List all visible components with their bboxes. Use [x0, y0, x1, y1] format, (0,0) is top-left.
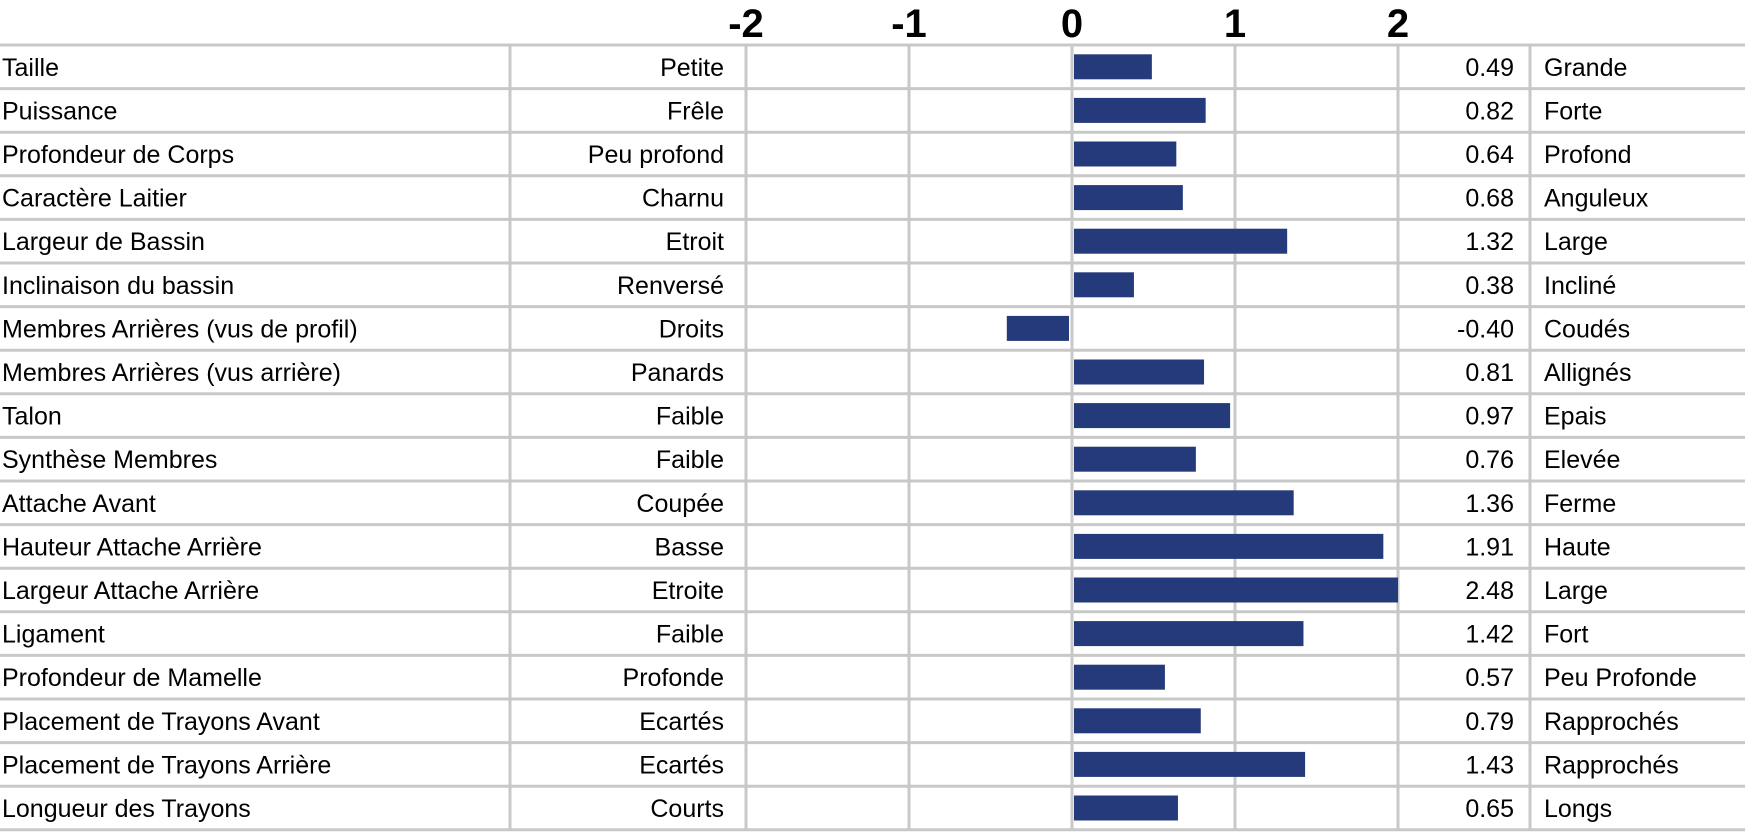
low-pole-label: Renversé — [617, 272, 724, 300]
value-label: 0.68 — [1465, 185, 1514, 213]
bar-0 — [1074, 54, 1152, 80]
high-pole-label: Large — [1544, 577, 1608, 605]
bar-11 — [1074, 533, 1384, 559]
bar-2 — [1074, 141, 1177, 167]
low-pole-label: Ecartés — [639, 708, 724, 736]
high-pole-label: Allignés — [1544, 359, 1632, 387]
x-tick-label: 1 — [1224, 2, 1246, 46]
trait-label: Taille — [2, 54, 59, 82]
bar-7 — [1074, 359, 1205, 385]
bar-4 — [1074, 228, 1288, 254]
low-pole-label: Etroit — [666, 228, 724, 256]
x-tick-label: -1 — [891, 2, 927, 46]
low-pole-label: Peu profond — [588, 141, 724, 169]
low-pole-label: Courts — [650, 795, 724, 823]
bar-14 — [1074, 664, 1165, 690]
trait-label: Talon — [2, 403, 62, 431]
low-pole-label: Frêle — [667, 97, 724, 125]
bar-13 — [1074, 621, 1304, 647]
high-pole-label: Longs — [1544, 795, 1612, 823]
value-label: 1.91 — [1465, 533, 1514, 561]
trait-label: Caractère Laitier — [2, 185, 187, 213]
value-label: 0.97 — [1465, 403, 1514, 431]
low-pole-label: Charnu — [642, 185, 724, 213]
value-label: 1.43 — [1465, 751, 1514, 779]
high-pole-label: Forte — [1544, 97, 1602, 125]
trait-label: Profondeur de Mamelle — [2, 664, 262, 692]
high-pole-label: Coudés — [1544, 315, 1630, 343]
low-pole-label: Profonde — [623, 664, 724, 692]
grid-layer — [0, 43, 1745, 832]
bar-17 — [1074, 795, 1178, 821]
x-tick-label: 0 — [1061, 2, 1083, 46]
trait-label: Largeur de Bassin — [2, 228, 205, 256]
high-pole-label: Peu Profonde — [1544, 664, 1697, 692]
value-label: 0.64 — [1465, 141, 1514, 169]
high-pole-label: Elevée — [1544, 446, 1620, 474]
low-pole-label: Etroite — [652, 577, 724, 605]
trait-label: Placement de Trayons Arrière — [2, 751, 331, 779]
value-label: 0.57 — [1465, 664, 1514, 692]
high-pole-label: Fort — [1544, 621, 1589, 649]
trait-label: Profondeur de Corps — [2, 141, 234, 169]
low-pole-label: Panards — [631, 359, 724, 387]
value-label: 1.32 — [1465, 228, 1514, 256]
bar-16 — [1074, 751, 1306, 777]
x-tick-label: 2 — [1387, 2, 1409, 46]
value-label: 0.81 — [1465, 359, 1514, 387]
high-pole-label: Large — [1544, 228, 1608, 256]
high-pole-label: Haute — [1544, 533, 1611, 561]
bar-6 — [1006, 315, 1069, 341]
bars-layer — [1006, 54, 1398, 821]
value-label: 0.65 — [1465, 795, 1514, 823]
bar-9 — [1074, 446, 1196, 472]
value-label: 0.76 — [1465, 446, 1514, 474]
low-pole-label: Droits — [659, 315, 724, 343]
low-pole-label: Faible — [656, 446, 724, 474]
bar-10 — [1074, 490, 1294, 516]
x-tick-label: -2 — [728, 2, 764, 46]
low-pole-label: Ecartés — [639, 751, 724, 779]
bar-3 — [1074, 185, 1183, 211]
high-pole-label: Rapprochés — [1544, 751, 1679, 779]
value-label: 0.79 — [1465, 708, 1514, 736]
value-label: -0.40 — [1457, 315, 1514, 343]
bar-8 — [1074, 403, 1231, 429]
bar-12 — [1074, 577, 1398, 603]
low-pole-label: Petite — [660, 54, 724, 82]
value-label: 0.38 — [1465, 272, 1514, 300]
high-pole-label: Profond — [1544, 141, 1632, 169]
value-label: 1.42 — [1465, 621, 1514, 649]
trait-label: Synthèse Membres — [2, 446, 217, 474]
bar-1 — [1074, 97, 1206, 123]
trait-label: Puissance — [2, 97, 117, 125]
low-pole-label: Faible — [656, 621, 724, 649]
trait-label: Placement de Trayons Avant — [2, 708, 320, 736]
trait-label: Ligament — [2, 621, 105, 649]
text-layer: -2 -1 0 1 2 Taille Petite 0.49 Grande Puissance Fr… — [2, 2, 1697, 823]
bar-5 — [1074, 272, 1134, 298]
value-label: 0.49 — [1465, 54, 1514, 82]
value-label: 1.36 — [1465, 490, 1514, 518]
high-pole-label: Incliné — [1544, 272, 1616, 300]
high-pole-label: Ferme — [1544, 490, 1616, 518]
trait-label: Membres Arrières (vus de profil) — [2, 315, 358, 343]
trait-label: Largeur Attache Arrière — [2, 577, 259, 605]
low-pole-label: Basse — [655, 533, 724, 561]
high-pole-label: Grande — [1544, 54, 1627, 82]
high-pole-label: Epais — [1544, 403, 1607, 431]
value-label: 0.82 — [1465, 97, 1514, 125]
trait-label: Hauteur Attache Arrière — [2, 533, 262, 561]
value-label: 2.48 — [1465, 577, 1514, 605]
high-pole-label: Anguleux — [1544, 185, 1649, 213]
low-pole-label: Coupée — [636, 490, 724, 518]
trait-label: Longueur des Trayons — [2, 795, 251, 823]
bar-15 — [1074, 708, 1201, 734]
high-pole-label: Rapprochés — [1544, 708, 1679, 736]
trait-label: Membres Arrières (vus arrière) — [2, 359, 341, 387]
trait-label: Inclinaison du bassin — [2, 272, 234, 300]
trait-label: Attache Avant — [2, 490, 156, 518]
low-pole-label: Faible — [656, 403, 724, 431]
